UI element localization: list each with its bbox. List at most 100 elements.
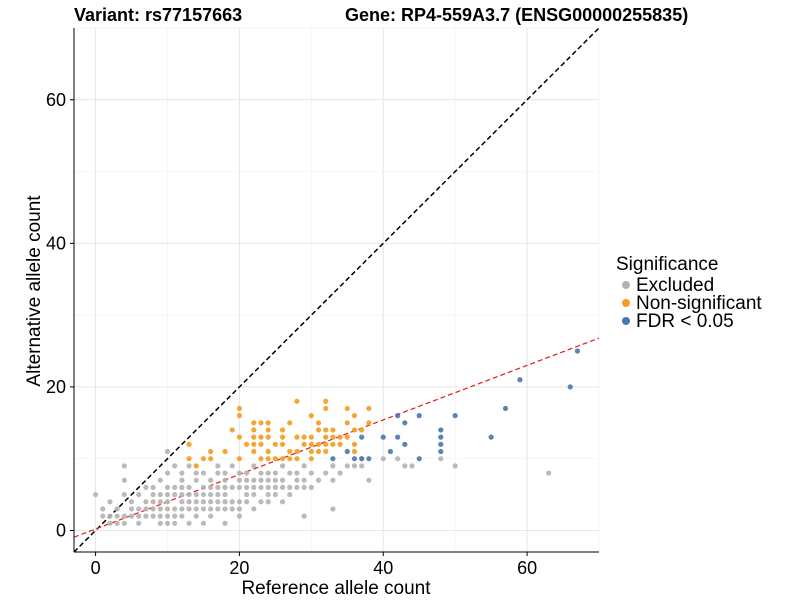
point-excluded: [157, 513, 163, 519]
point-excluded: [128, 506, 135, 512]
point-excluded: [172, 484, 178, 490]
point-excluded: [157, 491, 163, 498]
point-excluded: [114, 520, 120, 526]
point-excluded: [395, 456, 401, 462]
point-excluded: [121, 477, 127, 483]
identity-line: [74, 28, 599, 552]
point-excluded: [215, 463, 221, 469]
point-excluded: [351, 463, 358, 469]
point-excluded: [128, 513, 135, 519]
point-fdr-0-05: [438, 441, 444, 447]
point-fdr-0-05: [344, 448, 350, 455]
point-non-significant: [323, 405, 329, 412]
point-non-significant: [265, 420, 271, 426]
point-non-significant: [315, 427, 322, 433]
point-fdr-0-05: [574, 348, 581, 354]
point-excluded: [330, 477, 336, 483]
x-tick-label: 40: [373, 558, 393, 578]
point-non-significant: [279, 456, 286, 462]
point-excluded: [244, 491, 250, 498]
point-excluded: [272, 491, 278, 498]
point-excluded: [236, 477, 243, 483]
point-excluded: [229, 484, 235, 490]
point-non-significant: [279, 427, 286, 433]
point-excluded: [92, 491, 99, 498]
gene-title: Gene: RP4-559A3.7 (ENSG00000255835): [345, 5, 688, 25]
point-excluded: [287, 470, 293, 476]
point-excluded: [143, 513, 149, 519]
point-excluded: [150, 484, 156, 490]
point-excluded: [143, 499, 149, 505]
x-axis-title: Reference allele count: [241, 578, 431, 599]
point-excluded: [121, 513, 127, 519]
point-fdr-0-05: [395, 434, 401, 440]
point-excluded: [301, 484, 307, 490]
point-non-significant: [258, 441, 264, 447]
point-non-significant: [351, 441, 358, 447]
point-excluded: [186, 499, 192, 505]
point-excluded: [200, 499, 207, 505]
point-excluded: [301, 513, 307, 519]
point-excluded: [222, 499, 228, 505]
point-excluded: [229, 463, 235, 469]
point-excluded: [380, 456, 386, 462]
point-excluded: [265, 477, 271, 483]
point-excluded: [452, 463, 458, 469]
point-non-significant: [315, 441, 322, 447]
point-excluded: [172, 520, 178, 526]
point-excluded: [179, 513, 185, 519]
point-excluded: [229, 499, 235, 505]
point-excluded: [100, 506, 106, 512]
point-non-significant: [265, 448, 271, 455]
point-excluded: [236, 484, 243, 490]
point-fdr-0-05: [438, 427, 444, 433]
point-fdr-0-05: [402, 441, 408, 447]
point-non-significant: [351, 448, 358, 455]
point-non-significant: [308, 413, 314, 419]
point-excluded: [229, 506, 235, 512]
point-excluded: [258, 484, 264, 490]
point-excluded: [279, 477, 286, 483]
point-non-significant: [294, 456, 300, 462]
point-excluded: [164, 448, 171, 455]
axes: [70, 28, 599, 556]
point-excluded: [164, 520, 171, 526]
point-excluded: [193, 491, 199, 498]
point-non-significant: [287, 448, 293, 455]
point-excluded: [251, 463, 257, 469]
point-excluded: [208, 484, 214, 490]
point-non-significant: [236, 405, 243, 412]
point-excluded: [164, 513, 171, 519]
point-fdr-0-05: [488, 434, 494, 440]
plot-panel: 0 20 40 60 0 20 40 60: [46, 27, 600, 578]
y-axis-title: Alternative allele count: [24, 195, 45, 387]
point-excluded: [330, 506, 336, 512]
point-excluded: [193, 477, 199, 483]
point-excluded: [215, 470, 221, 476]
tick-labels: 0 20 40 60 0 20 40 60: [46, 90, 537, 578]
point-excluded: [150, 499, 156, 505]
point-non-significant: [366, 420, 372, 426]
point-non-significant: [337, 434, 343, 440]
point-excluded: [244, 477, 250, 483]
point-excluded: [359, 463, 365, 469]
grid-lines: [74, 27, 600, 552]
point-fdr-0-05: [387, 448, 394, 455]
point-fdr-0-05: [502, 405, 509, 412]
point-non-significant: [251, 420, 257, 426]
point-excluded: [172, 506, 178, 512]
point-excluded: [143, 484, 149, 490]
point-non-significant: [351, 427, 358, 433]
legend-label: FDR < 0.05: [636, 311, 734, 332]
point-non-significant: [330, 427, 336, 433]
point-excluded: [150, 513, 156, 519]
point-excluded: [179, 477, 185, 483]
point-excluded: [128, 499, 135, 505]
point-excluded: [265, 491, 271, 498]
legend: Significance ExcludedNon-significantFDR …: [616, 254, 762, 332]
legend-title: Significance: [616, 254, 718, 275]
point-non-significant: [186, 441, 192, 447]
point-excluded: [409, 463, 415, 469]
point-excluded: [251, 491, 257, 498]
point-excluded: [157, 477, 163, 483]
